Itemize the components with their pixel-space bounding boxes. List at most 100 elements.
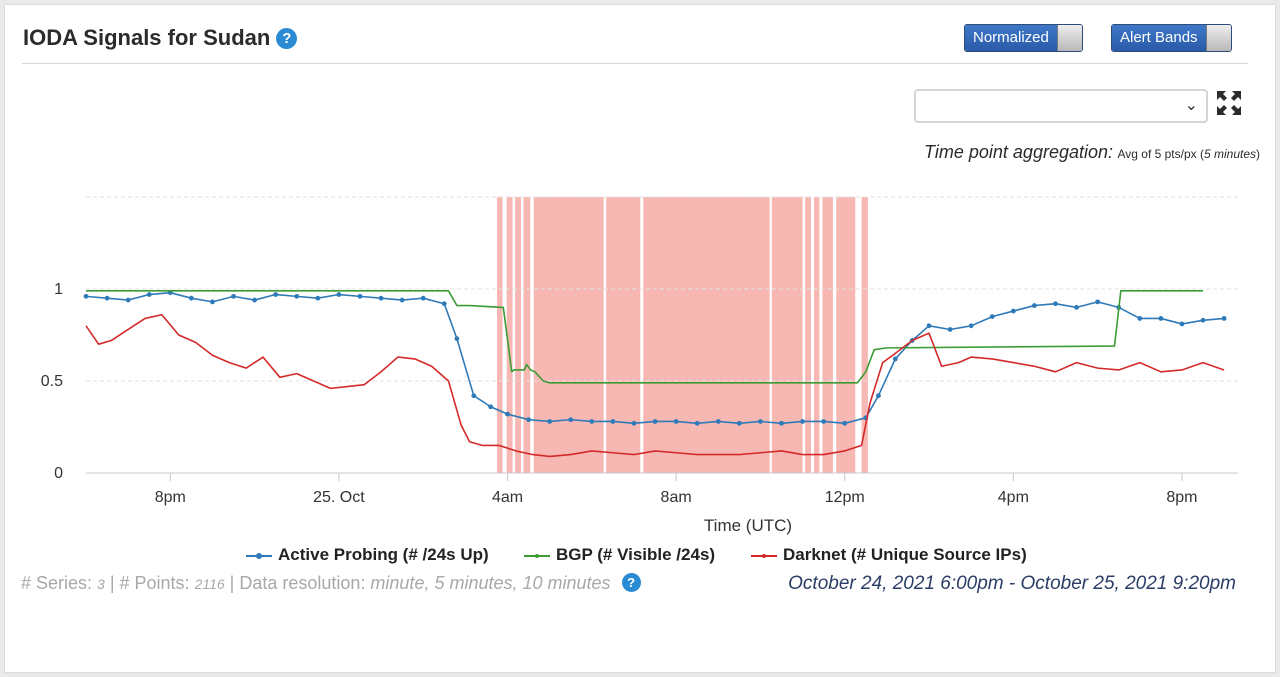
- data-point: [1032, 303, 1037, 308]
- data-point: [1010, 308, 1016, 314]
- data-point: [694, 420, 700, 426]
- aggregation-value-c: ): [1256, 147, 1260, 161]
- data-point: [758, 419, 763, 424]
- page-title: IODA Signals for Sudan?: [23, 25, 298, 51]
- legend-marker: [524, 553, 550, 558]
- data-point: [378, 295, 384, 301]
- legend-label: BGP (# Visible /24s): [556, 545, 716, 564]
- data-point: [83, 293, 89, 299]
- data-point: [610, 419, 616, 424]
- data-point: [673, 419, 679, 424]
- page-title-text: IODA Signals for Sudan: [23, 25, 271, 50]
- legend-marker: [246, 552, 272, 559]
- data-point: [336, 292, 342, 297]
- data-point: [146, 292, 152, 297]
- x-tick-label: 4am: [492, 489, 523, 506]
- data-point: [420, 295, 426, 301]
- y-tick-label: 0.5: [41, 373, 63, 390]
- data-point: [1074, 305, 1079, 310]
- aggregation-value-a: Avg of 5 pts/px (: [1117, 147, 1204, 161]
- alert-band: [606, 197, 641, 473]
- data-point: [821, 419, 827, 424]
- alert-band: [515, 197, 522, 473]
- legend-label: Darknet (# Unique Source IPs): [783, 545, 1027, 564]
- alert-band: [813, 197, 820, 473]
- data-point: [736, 420, 742, 426]
- y-tick-label: 1: [54, 281, 63, 298]
- data-point: [926, 323, 932, 329]
- normalized-toggle[interactable]: Normalized: [964, 24, 1083, 52]
- data-point: [589, 419, 595, 424]
- alert-band: [533, 197, 604, 473]
- data-point: [631, 420, 637, 426]
- legend-label: Active Probing (# /24s Up): [278, 545, 489, 564]
- alert-band: [523, 197, 531, 473]
- alert-band: [771, 197, 803, 473]
- alert-band: [836, 197, 856, 473]
- date-range: October 24, 2021 6:00pm - October 25, 20…: [788, 573, 1236, 594]
- legend-item-bgp[interactable]: BGP (# Visible /24s): [524, 545, 715, 565]
- data-point: [315, 295, 321, 301]
- alert-bands-toggle-label: Alert Bands: [1112, 25, 1206, 51]
- data-point: [471, 393, 477, 399]
- data-point: [715, 419, 721, 424]
- alert-band: [643, 197, 770, 473]
- fullscreen-icon[interactable]: [1215, 89, 1243, 117]
- data-point: [399, 297, 405, 303]
- x-tick-label: 8pm: [1166, 489, 1197, 506]
- resolution-value: minute, 5 minutes, 10 minutes: [370, 573, 611, 593]
- data-point: [488, 404, 494, 410]
- data-point: [1053, 301, 1058, 307]
- aggregation-info: Time point aggregation: Avg of 5 pts/px …: [924, 142, 1260, 163]
- y-tick-label: 0: [54, 465, 63, 482]
- legend-item-darknet[interactable]: Darknet (# Unique Source IPs): [751, 545, 1027, 565]
- data-point: [294, 293, 300, 299]
- x-tick-label: 25. Oct: [313, 489, 365, 506]
- series-darknet: [85, 313, 1225, 458]
- datasource-select[interactable]: ⌄: [914, 89, 1208, 123]
- data-point: [892, 356, 898, 362]
- help-icon[interactable]: ?: [276, 28, 298, 49]
- aggregation-label: Time point aggregation:: [924, 142, 1114, 162]
- data-point: [779, 420, 784, 426]
- data-point: [1221, 316, 1227, 321]
- chevron-down-icon: ⌄: [1184, 97, 1198, 114]
- data-point: [252, 297, 258, 303]
- toggle-knob: [1205, 25, 1231, 51]
- data-point: [547, 419, 553, 424]
- data-point: [273, 292, 279, 297]
- data-point: [1200, 317, 1206, 323]
- data-point: [876, 393, 881, 399]
- signals-chart: 0 0.5 1 8pm 25. Oct 4am 8am 12pm 4pm 8pm Time (UTC…: [41, 196, 1238, 535]
- toggle-knob: [1056, 25, 1082, 51]
- data-point: [800, 419, 805, 424]
- alert-band: [506, 197, 513, 473]
- legend-marker: [751, 553, 777, 558]
- resolution-label: | Data resolution:: [224, 573, 371, 593]
- legend-item-active-probing[interactable]: Active Probing (# /24s Up): [246, 545, 489, 565]
- dataset-summary: # Series: 3 | # Points: 2116 | Data reso…: [21, 573, 641, 594]
- series-label: # Series:: [21, 573, 98, 593]
- data-point: [1095, 299, 1101, 305]
- alert-band: [861, 197, 868, 473]
- x-tick-label: 8pm: [155, 489, 186, 506]
- data-point: [188, 295, 194, 301]
- x-tick-label: 12pm: [825, 489, 865, 506]
- alert-bands-toggle[interactable]: Alert Bands: [1111, 24, 1232, 52]
- data-point: [1179, 321, 1185, 327]
- x-tick-label: 8am: [661, 489, 692, 506]
- data-point: [842, 420, 848, 426]
- help-icon[interactable]: ?: [621, 573, 641, 592]
- data-point: [947, 327, 953, 332]
- data-point: [652, 419, 658, 424]
- aggregation-value-b: 5 minutes: [1203, 147, 1256, 161]
- title-divider: [22, 63, 1248, 64]
- normalized-toggle-label: Normalized: [965, 25, 1057, 51]
- data-point: [357, 293, 363, 299]
- data-point: [125, 297, 131, 303]
- data-point: [968, 323, 974, 329]
- data-point: [526, 417, 531, 423]
- data-point: [454, 336, 460, 342]
- series-count: 3: [97, 576, 105, 592]
- points-label: | # Points:: [104, 573, 195, 593]
